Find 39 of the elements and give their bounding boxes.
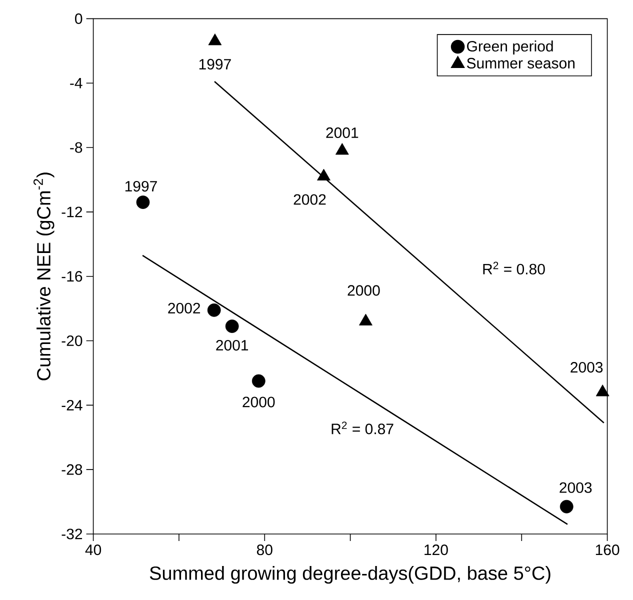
y-tick-label: -12 xyxy=(62,206,82,218)
annotation: 2000 xyxy=(348,285,380,296)
point xyxy=(359,314,372,326)
annotation: 2000 xyxy=(242,396,275,408)
annotation: 2002 xyxy=(294,194,326,205)
point xyxy=(596,384,610,396)
point xyxy=(560,500,574,514)
y-tick-label: -8 xyxy=(70,142,82,153)
point xyxy=(317,168,330,180)
x-tick-label: 120 xyxy=(424,544,448,556)
y-tick-label: -4 xyxy=(70,78,82,88)
legend-label: Summer season xyxy=(466,58,574,69)
point xyxy=(208,34,222,46)
y-tick-label: -20 xyxy=(62,335,82,346)
y-tick-label: -32 xyxy=(62,528,82,540)
y-tick-label: -24 xyxy=(62,400,82,410)
annotation: 2002 xyxy=(168,302,200,314)
y-tick-label: -16 xyxy=(62,271,82,282)
annotation: 2001 xyxy=(216,340,248,351)
annotation: 1997 xyxy=(199,58,231,70)
annotation: 2001 xyxy=(326,127,358,138)
x-tick-label: 160 xyxy=(596,544,620,556)
point xyxy=(225,320,239,333)
y-tick-label: 0 xyxy=(75,13,82,24)
legend-label: Green period xyxy=(467,40,553,55)
annotation: R$^{2}$ = 0.87 xyxy=(332,422,394,434)
x-axis-title: Summed growing degree-days(GDD, base 5°C) xyxy=(150,566,550,584)
annotation: 1997 xyxy=(125,180,157,192)
point xyxy=(252,374,266,388)
point xyxy=(207,303,221,317)
annotation: 2003 xyxy=(560,482,592,493)
y-axis-title: Cumulative NEE (gCm$^{-2}$) xyxy=(34,172,54,380)
x-tick-label: 80 xyxy=(256,544,272,556)
annotation: 2003 xyxy=(570,362,603,373)
annotation: R$^{2}$ = 0.80 xyxy=(483,262,545,274)
x-tick-label: 40 xyxy=(85,544,102,556)
point xyxy=(335,143,349,155)
point xyxy=(136,196,150,209)
y-tick-label: -28 xyxy=(62,464,82,475)
